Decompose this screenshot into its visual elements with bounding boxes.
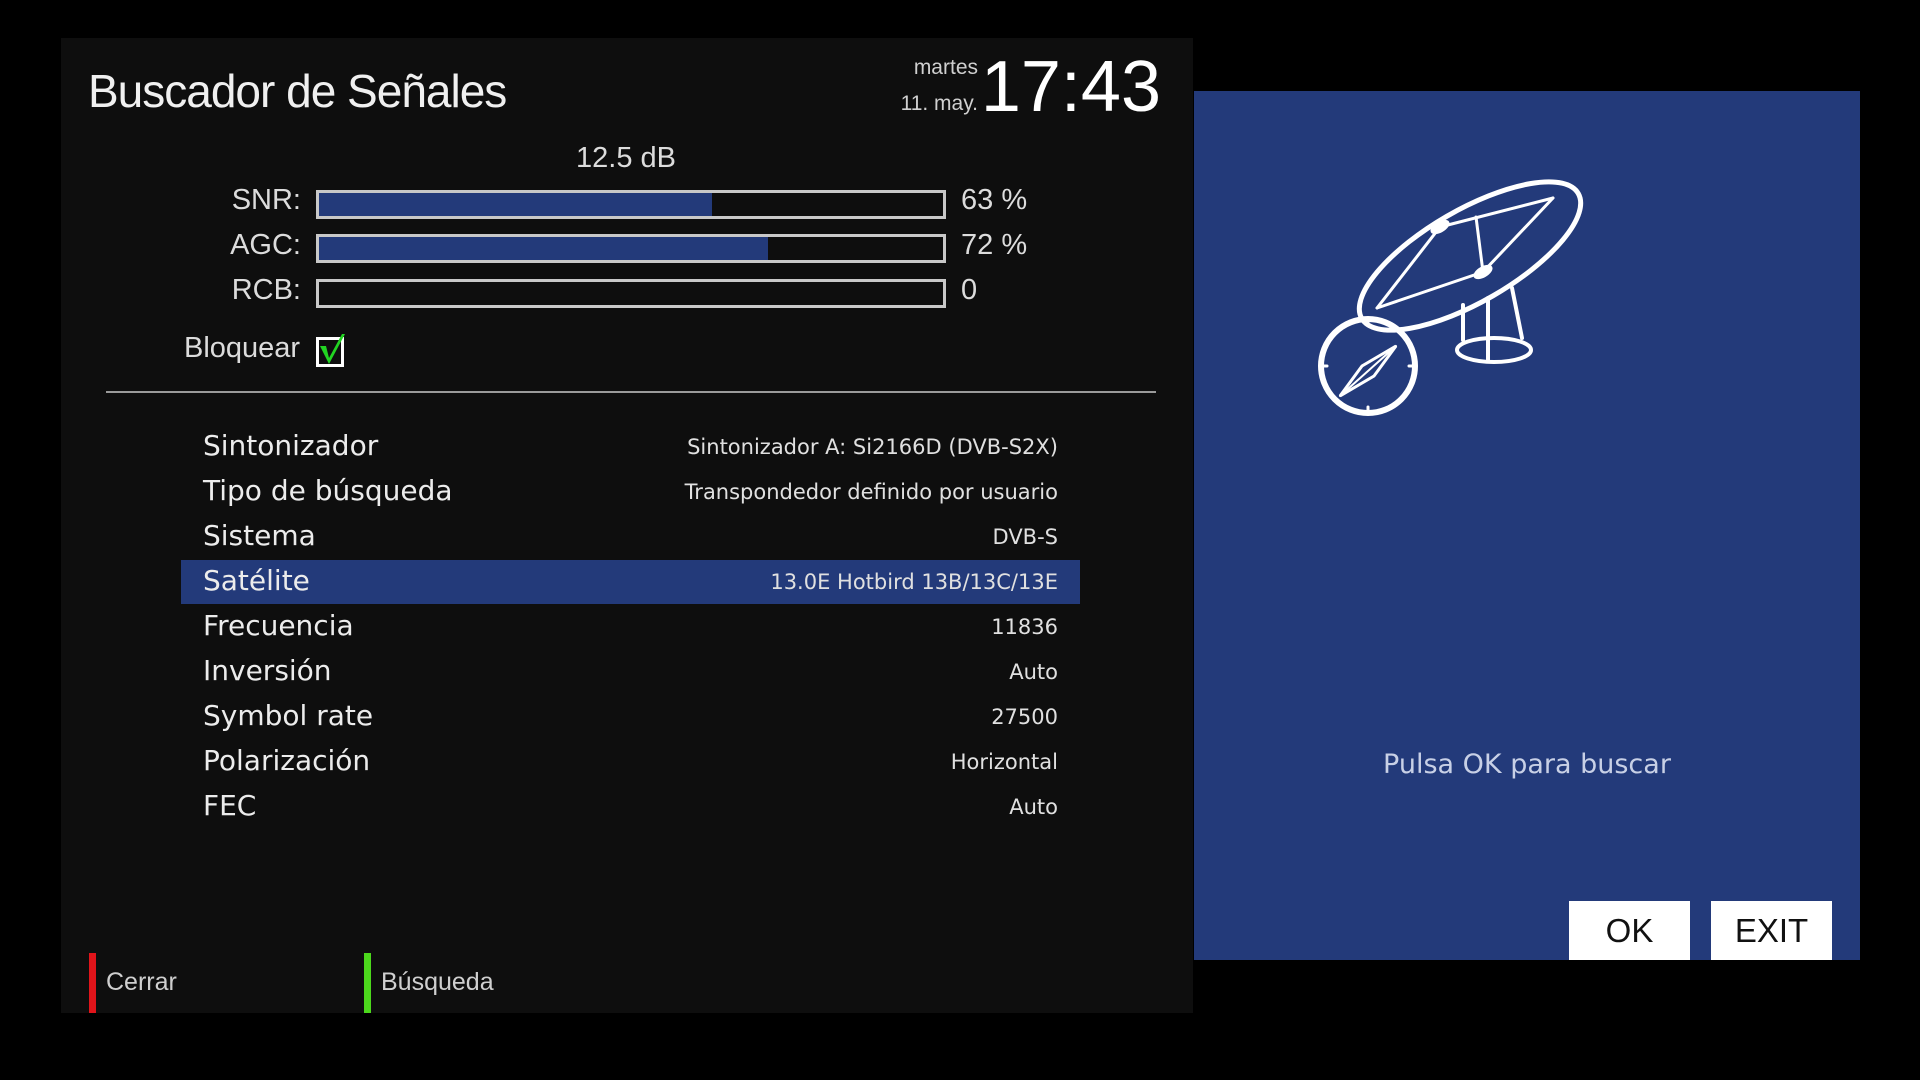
agc-bar — [316, 234, 946, 263]
setting-label: Polarización — [203, 744, 371, 777]
setting-value: DVB-S — [992, 525, 1058, 549]
date: 11. may. — [900, 92, 978, 115]
setting-label: Tipo de búsqueda — [203, 474, 453, 507]
green-key-indicator — [364, 953, 371, 1013]
rcb-value: 0 — [961, 274, 978, 306]
settings-row[interactable]: Satélite 13.0E Hotbird 13B/13C/13E — [181, 560, 1080, 604]
close-button[interactable]: Cerrar — [106, 968, 177, 996]
settings-row[interactable]: Sintonizador Sintonizador A: Si2166D (DVB… — [181, 425, 1080, 469]
setting-value: Auto — [1009, 795, 1058, 819]
divider — [106, 391, 1156, 393]
agc-fill — [319, 237, 769, 260]
snr-fill — [319, 193, 713, 216]
setting-value: 27500 — [991, 705, 1058, 729]
rcb-label: RCB: — [231, 274, 301, 306]
settings-row[interactable]: Inversión Auto — [181, 650, 1080, 694]
setting-value: 13.0E Hotbird 13B/13C/13E — [770, 570, 1058, 594]
search-dialog: Pulsa OK para buscar OK EXIT — [1194, 91, 1860, 960]
setting-label: Satélite — [203, 564, 310, 597]
settings-row[interactable]: Tipo de búsqueda Transpondedor definido p… — [181, 470, 1080, 514]
settings-row[interactable]: Symbol rate 27500 — [181, 695, 1080, 739]
setting-value: Horizontal — [950, 750, 1058, 774]
setting-value: Transpondedor definido por usuario — [684, 480, 1058, 504]
signal-finder-panel: Buscador de Señales martes 11. may. 17:4… — [61, 38, 1193, 1013]
weekday: martes — [913, 56, 978, 79]
setting-value: Sintonizador A: Si2166D (DVB-S2X) — [687, 435, 1058, 459]
snr-value: 63 % — [961, 184, 1028, 216]
setting-value: 11836 — [991, 615, 1058, 639]
settings-row[interactable]: Polarización Horizontal — [181, 740, 1080, 784]
settings-row[interactable]: FEC Auto — [181, 785, 1080, 829]
settings-row[interactable]: Sistema DVB-S — [181, 515, 1080, 559]
red-key-indicator — [89, 953, 96, 1013]
setting-value: Auto — [1009, 660, 1058, 684]
ok-button[interactable]: OK — [1569, 901, 1690, 960]
rcb-bar — [316, 279, 946, 308]
satellite-dish-icon — [1356, 179, 1584, 364]
agc-value: 72 % — [961, 229, 1028, 261]
agc-label: AGC: — [230, 229, 301, 261]
checkmark-icon — [320, 334, 345, 364]
snr-bar — [316, 190, 946, 219]
lock-label: Bloquear — [184, 332, 301, 364]
clock: 17:43 — [980, 47, 1161, 127]
setting-label: Frecuencia — [203, 609, 354, 642]
exit-button[interactable]: EXIT — [1711, 901, 1832, 960]
settings-row[interactable]: Frecuencia 11836 — [181, 605, 1080, 649]
compass-icon — [1318, 316, 1418, 416]
satellite-dish-compass-icon — [1318, 179, 1584, 416]
lock-checkbox[interactable] — [316, 334, 345, 367]
search-hint: Pulsa OK para buscar — [1383, 749, 1671, 780]
search-button[interactable]: Búsqueda — [381, 968, 494, 996]
setting-label: FEC — [203, 789, 257, 822]
page-title: Buscador de Señales — [88, 65, 507, 117]
signal-level: 12.5 dB — [576, 142, 676, 174]
setting-label: Sintonizador — [203, 429, 379, 462]
setting-label: Inversión — [203, 654, 332, 687]
snr-label: SNR: — [231, 184, 301, 216]
setting-label: Symbol rate — [203, 699, 374, 732]
setting-label: Sistema — [203, 519, 316, 552]
